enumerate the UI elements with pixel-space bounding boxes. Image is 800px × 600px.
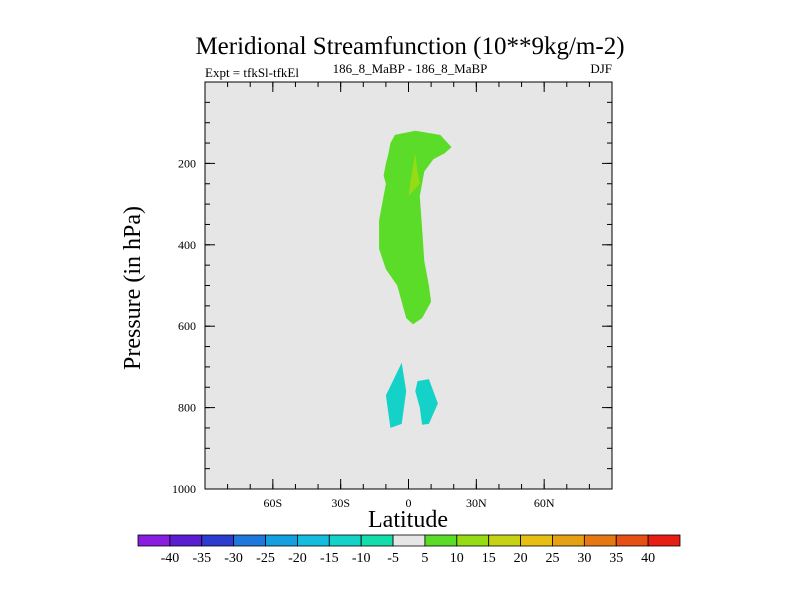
y-tick-label: 800 xyxy=(178,401,196,415)
colorbar-label: -10 xyxy=(352,551,371,566)
x-tick-label: 0 xyxy=(406,496,412,510)
colorbar-label: 40 xyxy=(641,551,655,566)
colorbar-swatch xyxy=(137,534,171,547)
colorbar-label: -30 xyxy=(224,551,243,566)
contour-layer xyxy=(379,130,452,428)
colorbar-swatch xyxy=(392,534,426,547)
y-tick-label: 600 xyxy=(178,319,196,333)
colorbar-label: 25 xyxy=(546,551,560,566)
colorbar-label: 30 xyxy=(577,551,591,566)
x-tick-label: 60S xyxy=(263,496,282,510)
x-tick-label: 30N xyxy=(466,496,487,510)
colorbar-label: -5 xyxy=(387,551,399,566)
colorbar-swatch xyxy=(297,534,330,547)
y-tick-label: 200 xyxy=(178,156,196,170)
contour-region-2 xyxy=(408,153,420,196)
colorbar-label: 10 xyxy=(450,551,464,566)
contour-region-4 xyxy=(415,379,438,425)
colorbar-swatch xyxy=(201,534,235,547)
colorbar-swatch xyxy=(552,534,585,547)
chart-subtitle-left: Expt = tfkSl-tfkEl xyxy=(205,65,299,80)
chart-title: Meridional Streamfunction (10**9kg/m-2) xyxy=(195,33,624,60)
colorbar: -40 -35 -30 -25 -20 -15 -10 -5 5 10 15 20 25 30 35 40 xyxy=(137,534,681,566)
colorbar-label: -25 xyxy=(256,551,275,566)
colorbar-swatch xyxy=(647,534,681,547)
colorbar-label: -15 xyxy=(320,551,339,566)
colorbar-swatch xyxy=(520,534,553,547)
x-tick-label: 30S xyxy=(331,496,350,510)
contour-region-1 xyxy=(379,130,452,325)
colorbar-swatch xyxy=(583,534,617,547)
colorbar-label: -20 xyxy=(288,551,307,566)
axis-ticks: 60S 30S 0 30N 60N 200 400 600 800 1000 xyxy=(172,82,613,510)
colorbar-label: 35 xyxy=(609,551,623,566)
y-tick-label: 400 xyxy=(178,238,196,252)
y-tick-label: 1000 xyxy=(172,482,196,496)
colorbar-label: -35 xyxy=(192,551,211,566)
colorbar-label: 15 xyxy=(482,551,496,566)
colorbar-label: -40 xyxy=(161,551,180,566)
contour-region-3 xyxy=(385,362,407,428)
colorbar-swatch xyxy=(169,534,203,547)
colorbar-label: 5 xyxy=(421,551,428,566)
colorbar-swatch xyxy=(233,534,266,547)
colorbar-swatch xyxy=(265,534,298,547)
y-axis-label: Pressure (in hPa) xyxy=(120,206,146,370)
colorbar-swatch xyxy=(615,534,649,547)
colorbar-swatch xyxy=(456,534,490,547)
colorbar-label: 20 xyxy=(514,551,528,566)
colorbar-swatch xyxy=(328,534,362,547)
x-axis-label: Latitude xyxy=(368,507,448,533)
colorbar-swatch xyxy=(424,534,458,547)
chart-subtitle-center: 186_8_MaBP - 186_8_MaBP xyxy=(333,61,488,76)
colorbar-swatch xyxy=(360,534,394,547)
x-tick-label: 60N xyxy=(534,496,555,510)
chart-subtitle-right: DJF xyxy=(590,61,612,76)
colorbar-swatch xyxy=(488,534,521,547)
